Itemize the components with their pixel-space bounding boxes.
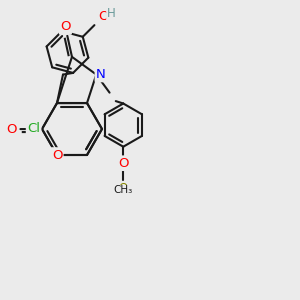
Text: Cl: Cl — [27, 122, 40, 135]
Text: N: N — [96, 68, 106, 81]
Text: O: O — [118, 157, 128, 170]
Text: H: H — [107, 7, 116, 20]
Text: O: O — [118, 182, 128, 195]
Text: O: O — [98, 10, 109, 23]
Text: O: O — [118, 157, 128, 170]
Text: CH₃: CH₃ — [114, 185, 133, 195]
Text: O: O — [60, 20, 70, 34]
Text: O: O — [52, 148, 62, 161]
Text: O: O — [6, 123, 17, 136]
